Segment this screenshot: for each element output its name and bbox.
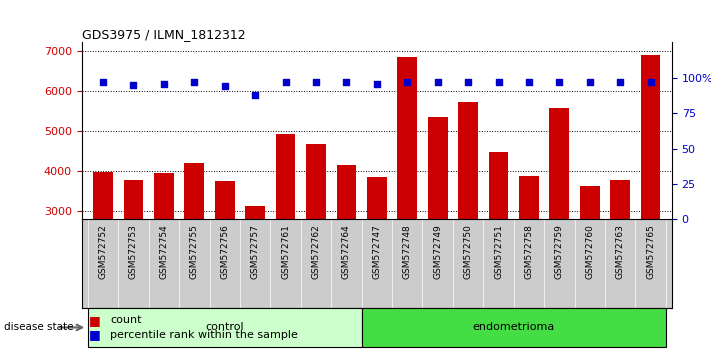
- Text: GSM572765: GSM572765: [646, 224, 655, 279]
- Text: GSM572748: GSM572748: [402, 224, 412, 279]
- Text: ■: ■: [89, 328, 101, 341]
- Bar: [367, 177, 387, 332]
- Point: [128, 82, 139, 88]
- Bar: [458, 102, 478, 332]
- Bar: [550, 108, 570, 332]
- Point: [462, 79, 474, 85]
- Point: [310, 79, 321, 85]
- Bar: [276, 134, 296, 332]
- Point: [371, 81, 383, 86]
- Point: [280, 79, 292, 85]
- Text: GSM572763: GSM572763: [616, 224, 625, 279]
- Text: GSM572757: GSM572757: [251, 224, 260, 279]
- Bar: [362, 308, 665, 347]
- Text: GSM572755: GSM572755: [190, 224, 199, 279]
- Bar: [306, 144, 326, 332]
- Text: count: count: [110, 315, 141, 325]
- Text: GSM572750: GSM572750: [464, 224, 473, 279]
- Text: disease state: disease state: [4, 322, 73, 332]
- Point: [554, 79, 565, 85]
- Text: GSM572751: GSM572751: [494, 224, 503, 279]
- Bar: [88, 308, 362, 347]
- Point: [159, 81, 170, 86]
- Text: GSM572758: GSM572758: [525, 224, 533, 279]
- Point: [219, 84, 230, 89]
- Point: [523, 79, 535, 85]
- Bar: [428, 117, 447, 332]
- Bar: [488, 152, 508, 332]
- Point: [250, 92, 261, 98]
- Text: GSM572754: GSM572754: [159, 224, 169, 279]
- Text: endometrioma: endometrioma: [473, 322, 555, 332]
- Text: GDS3975 / ILMN_1812312: GDS3975 / ILMN_1812312: [82, 28, 245, 41]
- Point: [493, 79, 504, 85]
- Text: GSM572760: GSM572760: [585, 224, 594, 279]
- Bar: [580, 186, 599, 332]
- Point: [584, 79, 595, 85]
- Bar: [124, 180, 144, 332]
- Text: GSM572759: GSM572759: [555, 224, 564, 279]
- Bar: [93, 172, 113, 332]
- Text: GSM572747: GSM572747: [373, 224, 381, 279]
- Point: [614, 79, 626, 85]
- Text: GSM572764: GSM572764: [342, 224, 351, 279]
- Point: [188, 79, 200, 85]
- Bar: [245, 206, 265, 332]
- Text: GSM572749: GSM572749: [433, 224, 442, 279]
- Bar: [336, 165, 356, 332]
- Text: control: control: [205, 322, 244, 332]
- Point: [97, 79, 109, 85]
- Text: GSM572762: GSM572762: [311, 224, 321, 279]
- Point: [432, 79, 444, 85]
- Text: ■: ■: [89, 314, 101, 327]
- Bar: [641, 55, 661, 332]
- Bar: [610, 179, 630, 332]
- Text: GSM572753: GSM572753: [129, 224, 138, 279]
- Point: [402, 79, 413, 85]
- Bar: [215, 181, 235, 332]
- Text: GSM572761: GSM572761: [281, 224, 290, 279]
- Text: GSM572752: GSM572752: [99, 224, 107, 279]
- Text: GSM572756: GSM572756: [220, 224, 229, 279]
- Bar: [397, 57, 417, 332]
- Point: [645, 79, 656, 85]
- Bar: [184, 163, 204, 332]
- Point: [341, 79, 352, 85]
- Text: percentile rank within the sample: percentile rank within the sample: [110, 330, 298, 339]
- Bar: [154, 173, 173, 332]
- Bar: [519, 176, 539, 332]
